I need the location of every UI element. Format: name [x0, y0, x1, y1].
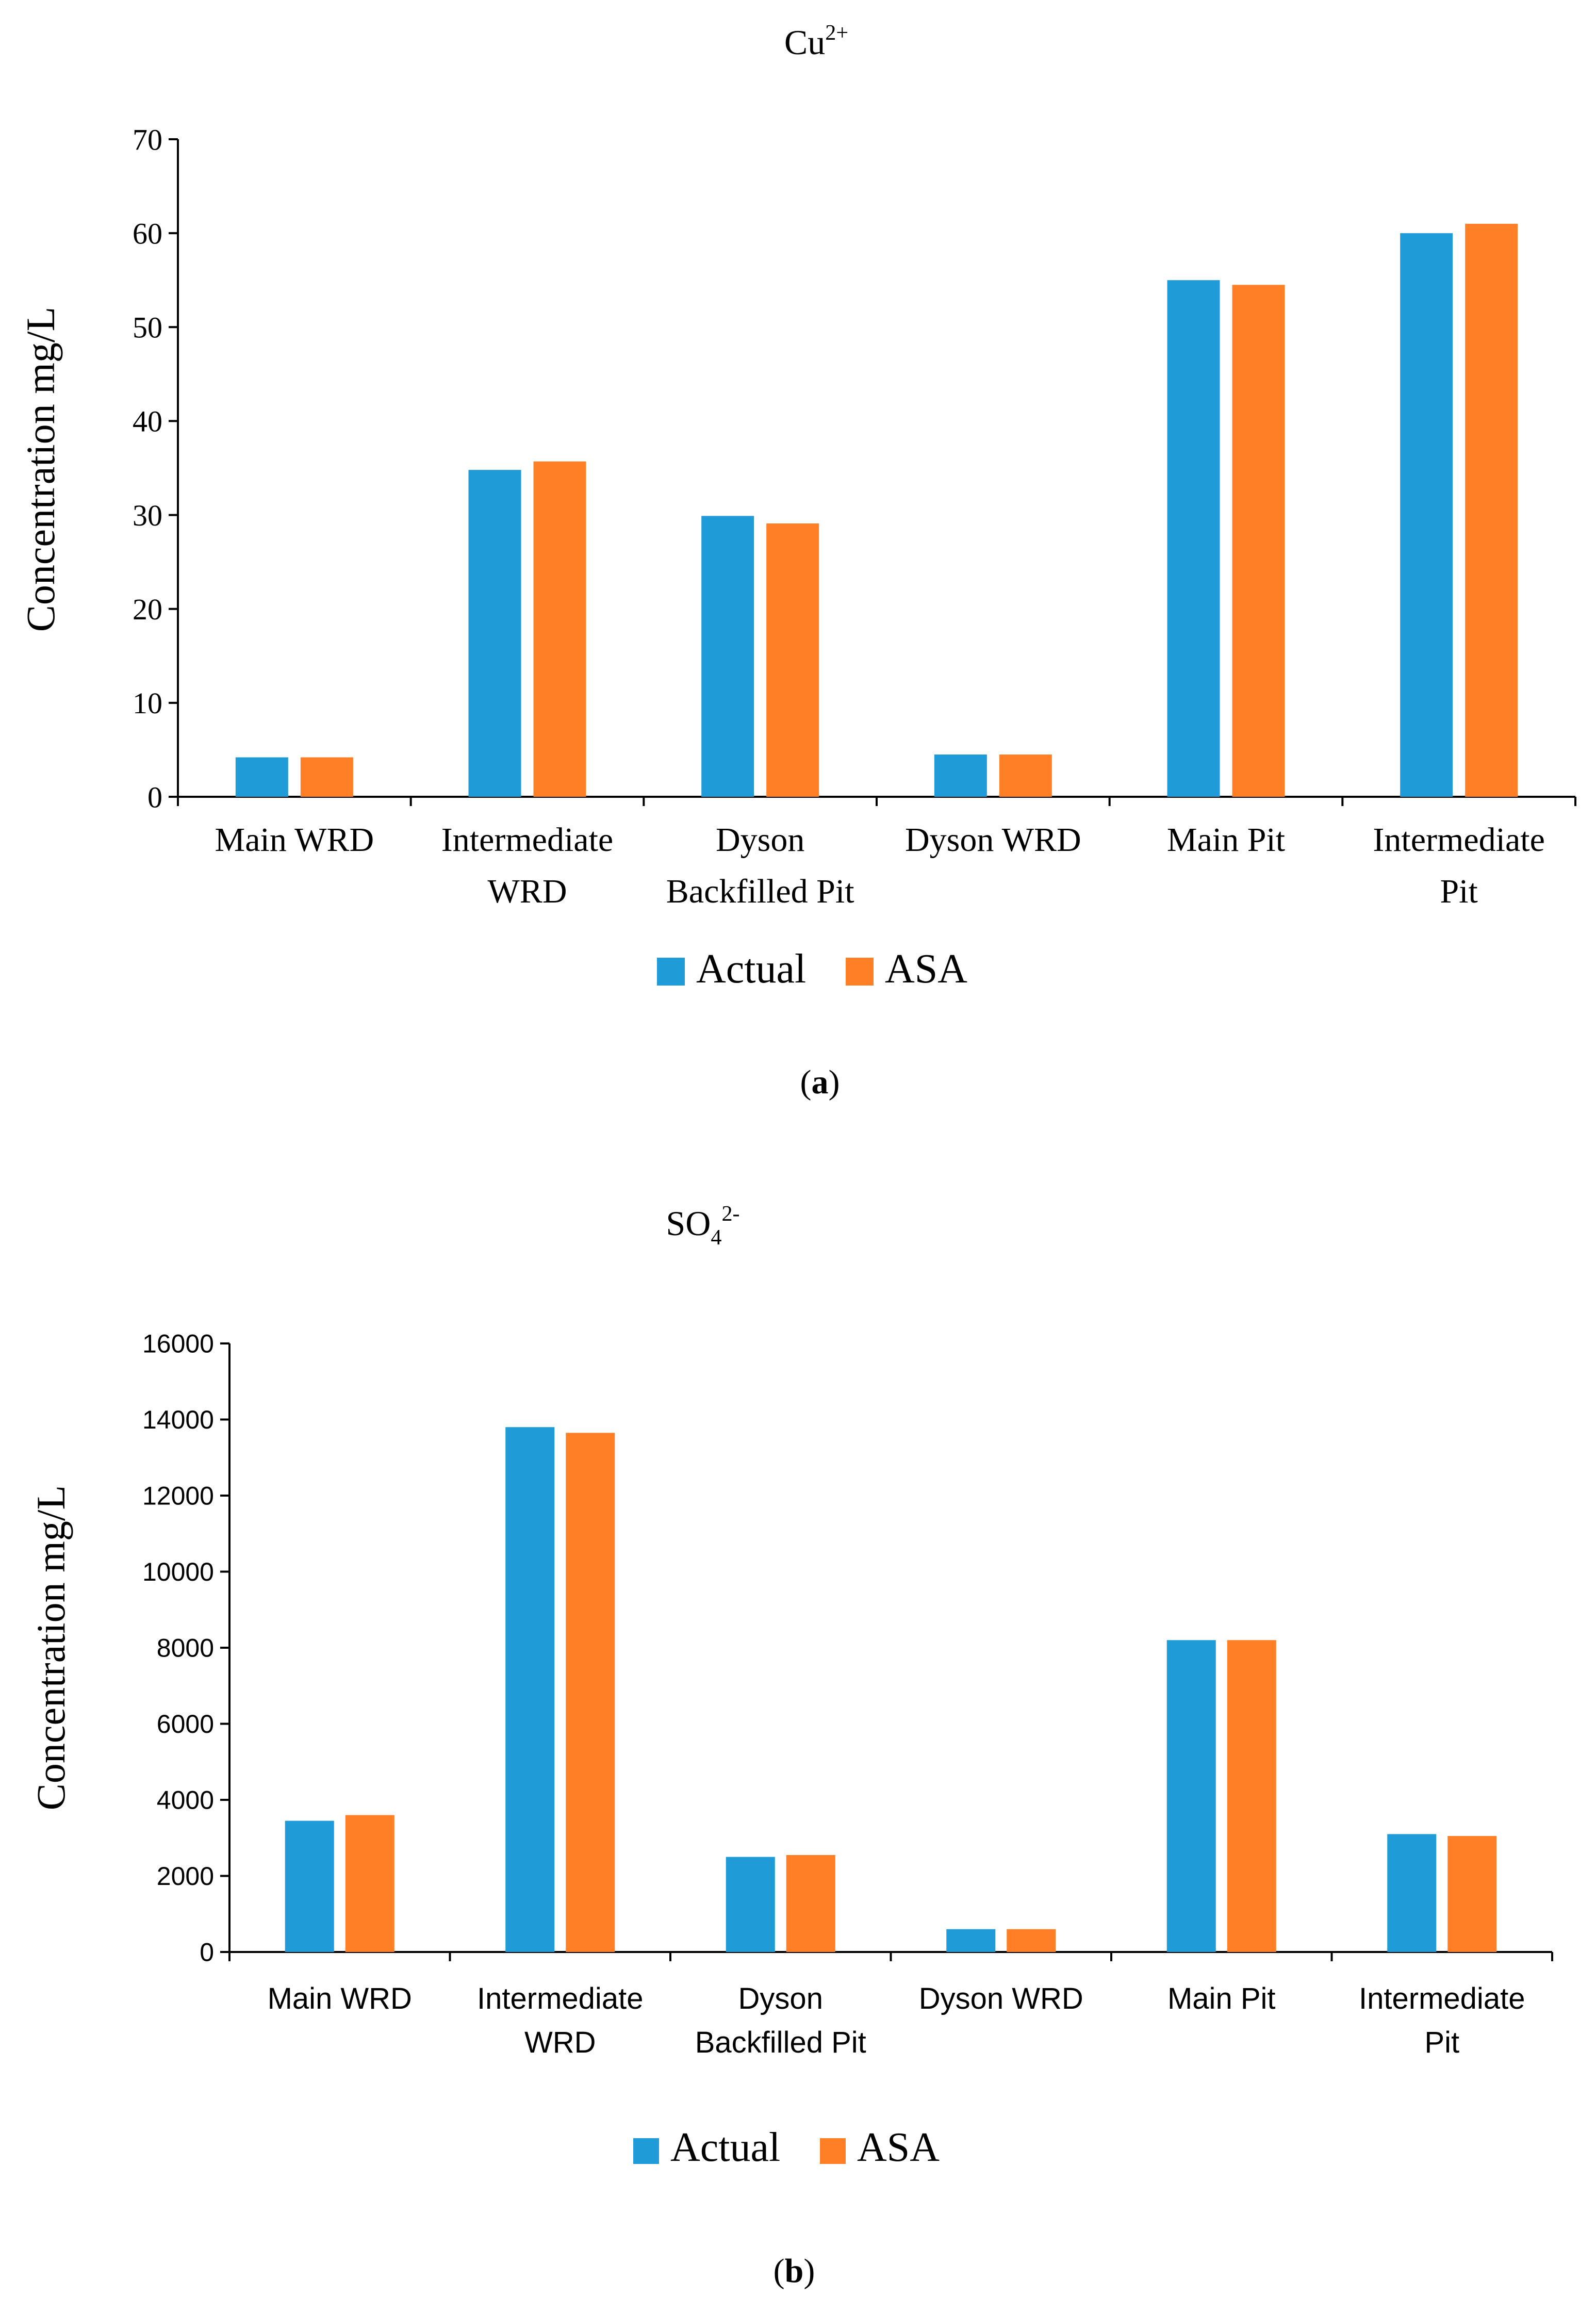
y-tick-label: 0	[200, 1938, 214, 1967]
chart-title: SO42-	[666, 1202, 739, 1250]
y-tick-label: 70	[133, 123, 162, 156]
caption-close-paren: )	[803, 2252, 815, 2290]
y-tick-label: 60	[133, 217, 162, 250]
bar-asa	[766, 523, 819, 797]
bar-asa	[345, 1815, 394, 1952]
x-category-label: Pit	[1424, 2026, 1459, 2059]
figure-caption: (b)	[774, 2252, 815, 2290]
chart-b-so4: SO42- Concentration mg/L 0 2000 4000 6000 8000…	[28, 1202, 1553, 2290]
caption-close-paren: )	[829, 1063, 840, 1101]
chart-title-main: Cu	[784, 23, 825, 62]
legend-swatch-asa	[846, 958, 874, 986]
chart-title: Cu2+	[784, 21, 848, 62]
y-axis-label: Concentration mg/L	[28, 1485, 73, 1810]
y-tick-label: 10	[133, 686, 162, 720]
bar-actual	[1387, 1834, 1437, 1952]
legend-swatch-actual	[657, 958, 685, 986]
bar-actual	[468, 470, 521, 797]
caption-open-paren: (	[774, 2252, 785, 2290]
x-category-label: Main WRD	[268, 1982, 412, 2015]
bar-asa	[1465, 223, 1518, 797]
y-tick-label: 8000	[157, 1634, 214, 1663]
y-tick-label: 10000	[142, 1557, 214, 1586]
bar-actual	[701, 516, 754, 797]
x-category-label: Dyson WRD	[905, 821, 1081, 859]
x-category-label: Intermediate	[1373, 821, 1544, 859]
y-tick-label: 14000	[142, 1405, 214, 1434]
x-category-label: Pit	[1440, 873, 1477, 910]
bar-actual	[505, 1427, 555, 1952]
bar-asa	[1447, 1836, 1497, 1952]
bar-actual	[1166, 1640, 1216, 1952]
chart-title-main: SO	[666, 1204, 711, 1243]
x-category-label: Intermediate	[477, 1982, 643, 2015]
y-tick-label: 6000	[157, 1710, 214, 1738]
legend-label-actual: Actual	[696, 946, 806, 992]
y-tick-label: 2000	[157, 1862, 214, 1891]
bar-asa	[999, 754, 1052, 797]
y-axis-label: Concentration mg/L	[18, 307, 63, 632]
x-category-label: Intermediate	[441, 821, 613, 859]
figure-caption: (a)	[800, 1063, 840, 1101]
y-tick-label: 12000	[142, 1482, 214, 1511]
bar-asa	[1232, 285, 1285, 797]
x-category-label: Main WRD	[215, 821, 374, 859]
caption-letter: b	[785, 2252, 804, 2290]
bar-asa	[533, 461, 586, 797]
bar-asa	[1007, 1929, 1056, 1952]
x-category-label: Dyson	[716, 821, 804, 859]
bar-asa	[1227, 1640, 1276, 1952]
x-category-label: Intermediate	[1359, 1982, 1525, 2015]
x-category-label: Main Pit	[1167, 1982, 1276, 2015]
y-tick-label: 20	[133, 593, 162, 626]
caption-open-paren: (	[800, 1063, 812, 1101]
chart-title-superscript: 2+	[825, 21, 848, 45]
bar-asa	[786, 1855, 835, 1952]
bar-actual	[1400, 233, 1453, 797]
bar-asa	[566, 1433, 615, 1952]
legend-swatch-asa	[820, 2138, 846, 2164]
y-tick-label: 50	[133, 311, 162, 345]
y-tick-label: 40	[133, 405, 162, 438]
legend-label-actual: Actual	[670, 2125, 780, 2170]
y-tick-label: 30	[133, 499, 162, 532]
y-tick-label: 0	[147, 780, 162, 814]
bar-actual	[726, 1857, 775, 1952]
caption-letter: a	[812, 1063, 829, 1101]
x-category-label: WRD	[488, 873, 567, 910]
y-tick-label: 16000	[142, 1330, 214, 1358]
bar-actual	[235, 757, 288, 797]
bar-actual	[946, 1929, 996, 1952]
y-tick-label: 4000	[157, 1786, 214, 1815]
x-category-label: WRD	[524, 2026, 596, 2059]
x-category-label: Backfilled Pit	[666, 873, 854, 910]
legend-swatch-actual	[633, 2138, 659, 2164]
chart-a-cu: Cu2+ Concentration mg/L 0 10 20 30 40 50 60 70 Mai…	[18, 21, 1576, 1101]
bar-actual	[285, 1820, 334, 1952]
x-category-label: Dyson	[738, 1982, 823, 2015]
legend-label-asa: ASA	[857, 2125, 940, 2170]
legend-label-asa: ASA	[885, 946, 967, 992]
x-category-label: Backfilled Pit	[695, 2026, 866, 2059]
bar-asa	[300, 757, 353, 797]
bar-actual	[1167, 280, 1220, 797]
chart-title-superscript: 2-	[721, 1202, 739, 1226]
chart-title-subscript: 4	[711, 1225, 721, 1250]
x-category-label: Main Pit	[1167, 821, 1285, 859]
bar-actual	[934, 754, 987, 797]
x-category-label: Dyson WRD	[919, 1982, 1083, 2015]
